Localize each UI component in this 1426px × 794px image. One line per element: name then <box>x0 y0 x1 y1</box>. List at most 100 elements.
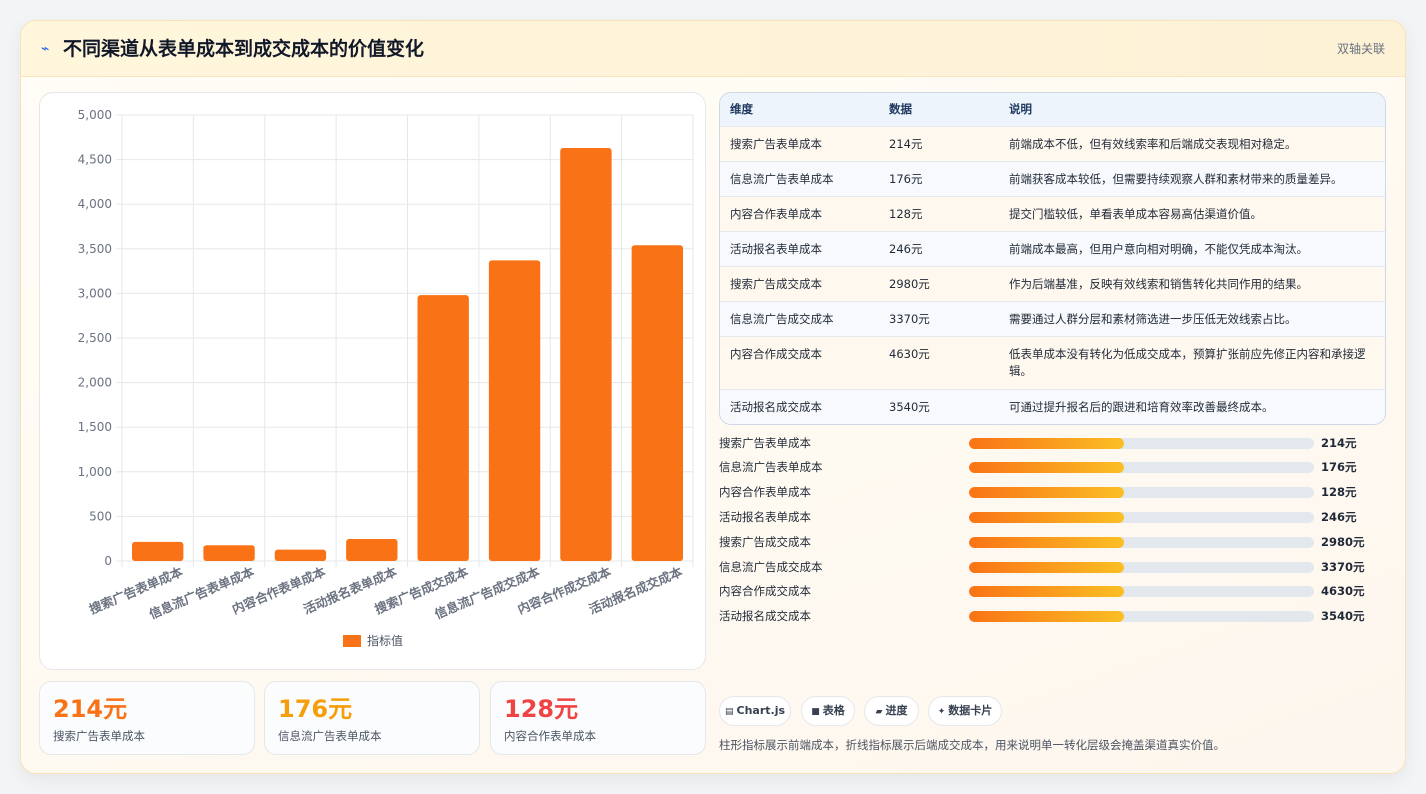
chip-table[interactable]: ■ 表格 <box>801 696 855 726</box>
progress-fill <box>969 586 1125 597</box>
table-header-val: 数据 <box>889 102 912 116</box>
y-tick-label: 4,500 <box>78 153 112 167</box>
progress-track <box>969 512 1314 523</box>
legend-label: 指标值 <box>367 633 403 648</box>
progress-fill <box>969 462 1125 473</box>
progress-value: 4630元 <box>1321 584 1365 598</box>
chip-progress[interactable]: ▰ 进度 <box>864 696 919 726</box>
progress-track <box>969 586 1314 597</box>
stat-card-0: 214元 搜索广告表单成本 <box>39 681 255 755</box>
cell-desc: 前端获客成本较低，但需要持续观察人群和素材带来的质量差异。 <box>1009 172 1343 186</box>
progress-row: 信息流广告成交成本 3370元 <box>719 558 1386 578</box>
chip-label: Chart.js <box>736 704 786 717</box>
table-header-row: 维度 数据 说明 <box>720 93 1385 127</box>
progress-track <box>969 438 1314 449</box>
cell-val: 3540元 <box>889 400 930 414</box>
cell-val: 176元 <box>889 172 923 186</box>
bar <box>203 545 255 561</box>
chip-data-card[interactable]: ✦ 数据卡片 <box>928 696 1002 726</box>
progress-icon: ▰ <box>875 707 883 717</box>
cell-desc: 作为后端基准，反映有效线索和销售转化共同作用的结果。 <box>1009 277 1308 291</box>
bar-chart-panel: 0 500 1,000 1,500 2,000 2,500 3,000 3,500 4,000 4… <box>39 92 706 670</box>
cell-val: 2980元 <box>889 277 930 291</box>
y-tick-label: 2,500 <box>78 331 112 345</box>
cell-desc: 前端成本最高，但用户意向相对明确，不能仅凭成本淘汰。 <box>1009 242 1308 256</box>
data-table: 维度 数据 说明 搜索广告表单成本 214元 前端成本不低，但有效线索率和后端成… <box>719 92 1386 425</box>
chip-label: 表格 <box>822 704 845 717</box>
y-tick-label: 3,000 <box>78 286 112 300</box>
progress-fill <box>969 512 1125 523</box>
bar <box>131 541 184 561</box>
cell-dim: 搜索广告成交成本 <box>730 277 822 291</box>
table-header-dim: 维度 <box>730 102 753 116</box>
progress-track <box>969 562 1314 573</box>
card-icon: ✦ <box>937 707 946 717</box>
progress-row: 活动报名表单成本 246元 <box>719 508 1386 528</box>
stat-label: 搜索广告表单成本 <box>53 729 145 743</box>
y-tick-label: 2,000 <box>78 376 112 390</box>
cell-dim: 内容合作表单成本 <box>730 207 822 221</box>
chip-label: 数据卡片 <box>948 704 993 717</box>
cell-desc: 提交门槛较低，单看表单成本容易高估渠道价值。 <box>1009 207 1262 221</box>
y-tick-label: 3,500 <box>78 242 112 256</box>
chip-chartjs[interactable]: ▤ Chart.js <box>719 696 791 726</box>
progress-label: 信息流广告成交成本 <box>719 560 823 574</box>
progress-track <box>969 537 1314 548</box>
progress-fill <box>969 611 1125 622</box>
cell-dim: 内容合作成交成本 <box>730 347 822 361</box>
bar <box>488 260 541 561</box>
cell-desc: 需要通过人群分层和素材筛选进一步压低无效线索占比。 <box>1009 312 1297 326</box>
table-row: 活动报名表单成本 246元 前端成本最高，但用户意向相对明确，不能仅凭成本淘汰。 <box>720 232 1385 267</box>
table-header-desc: 说明 <box>1009 102 1032 116</box>
progress-row: 信息流广告表单成本 176元 <box>719 458 1386 478</box>
cell-val: 128元 <box>889 207 923 221</box>
progress-track <box>969 487 1314 498</box>
stat-value: 214元 <box>53 695 128 723</box>
cell-desc: 可通过提升报名后的跟进和培育效率改善最终成本。 <box>1009 400 1274 414</box>
bar <box>274 549 327 561</box>
cell-val: 214元 <box>889 137 923 151</box>
progress-label: 搜索广告表单成本 <box>719 436 811 450</box>
cell-dim: 活动报名成交成本 <box>730 400 822 414</box>
progress-fill <box>969 562 1125 573</box>
progress-row: 内容合作表单成本 128元 <box>719 483 1386 503</box>
progress-value: 246元 <box>1321 510 1357 524</box>
stat-label: 内容合作表单成本 <box>504 729 596 743</box>
bar <box>560 148 612 561</box>
y-tick-label: 5,000 <box>78 108 112 122</box>
progress-fill <box>969 487 1125 498</box>
header-tag: 双轴关联 <box>1336 42 1385 56</box>
table-row: 信息流广告表单成本 176元 前端获客成本较低，但需要持续观察人群和素材带来的质… <box>720 162 1385 197</box>
cell-val: 4630元 <box>889 347 930 361</box>
chip-label: 进度 <box>885 704 908 717</box>
bar <box>417 295 469 561</box>
progress-label: 活动报名表单成本 <box>719 510 811 524</box>
cell-val: 246元 <box>889 242 923 256</box>
progress-value: 3540元 <box>1321 609 1365 623</box>
progress-value: 214元 <box>1321 436 1357 450</box>
bar-chart: 0 500 1,000 1,500 2,000 2,500 3,000 3,500 4,000 4… <box>78 108 694 648</box>
cell-desc: 低表单成本没有转化为低成交成本，预算扩张前应先修正内容和承接逻辑。 <box>1009 347 1366 378</box>
y-tick-label: 500 <box>89 509 112 523</box>
cell-val: 3370元 <box>889 312 930 326</box>
y-tick-label: 1,000 <box>78 465 112 479</box>
progress-label: 内容合作成交成本 <box>719 584 811 598</box>
bar <box>346 539 398 561</box>
cell-dim: 活动报名表单成本 <box>730 242 822 256</box>
table-row: 信息流广告成交成本 3370元 需要通过人群分层和素材筛选进一步压低无效线索占比… <box>720 302 1385 337</box>
cell-dim: 搜索广告表单成本 <box>730 137 822 151</box>
footnote: 柱形指标展示前端成本，折线指标展示后端成交成本，用来说明单一转化层级会掩盖渠道真… <box>719 738 1225 752</box>
stat-label: 信息流广告表单成本 <box>278 729 382 743</box>
y-tick-label: 0 <box>104 554 112 568</box>
stat-value: 176元 <box>278 695 353 723</box>
progress-track <box>969 462 1314 473</box>
zigzag-icon: ⌁ <box>41 41 50 57</box>
table-icon: ■ <box>811 707 820 717</box>
legend-swatch <box>343 635 361 647</box>
card-header: ⌁ 不同渠道从表单成本到成交成本的价值变化 双轴关联 <box>21 21 1405 77</box>
cell-dim: 信息流广告表单成本 <box>730 172 834 186</box>
progress-track <box>969 611 1314 622</box>
cell-desc: 前端成本不低，但有效线索率和后端成交表现相对稳定。 <box>1009 137 1297 151</box>
progress-value: 2980元 <box>1321 535 1365 549</box>
progress-row: 搜索广告成交成本 2980元 <box>719 533 1386 553</box>
